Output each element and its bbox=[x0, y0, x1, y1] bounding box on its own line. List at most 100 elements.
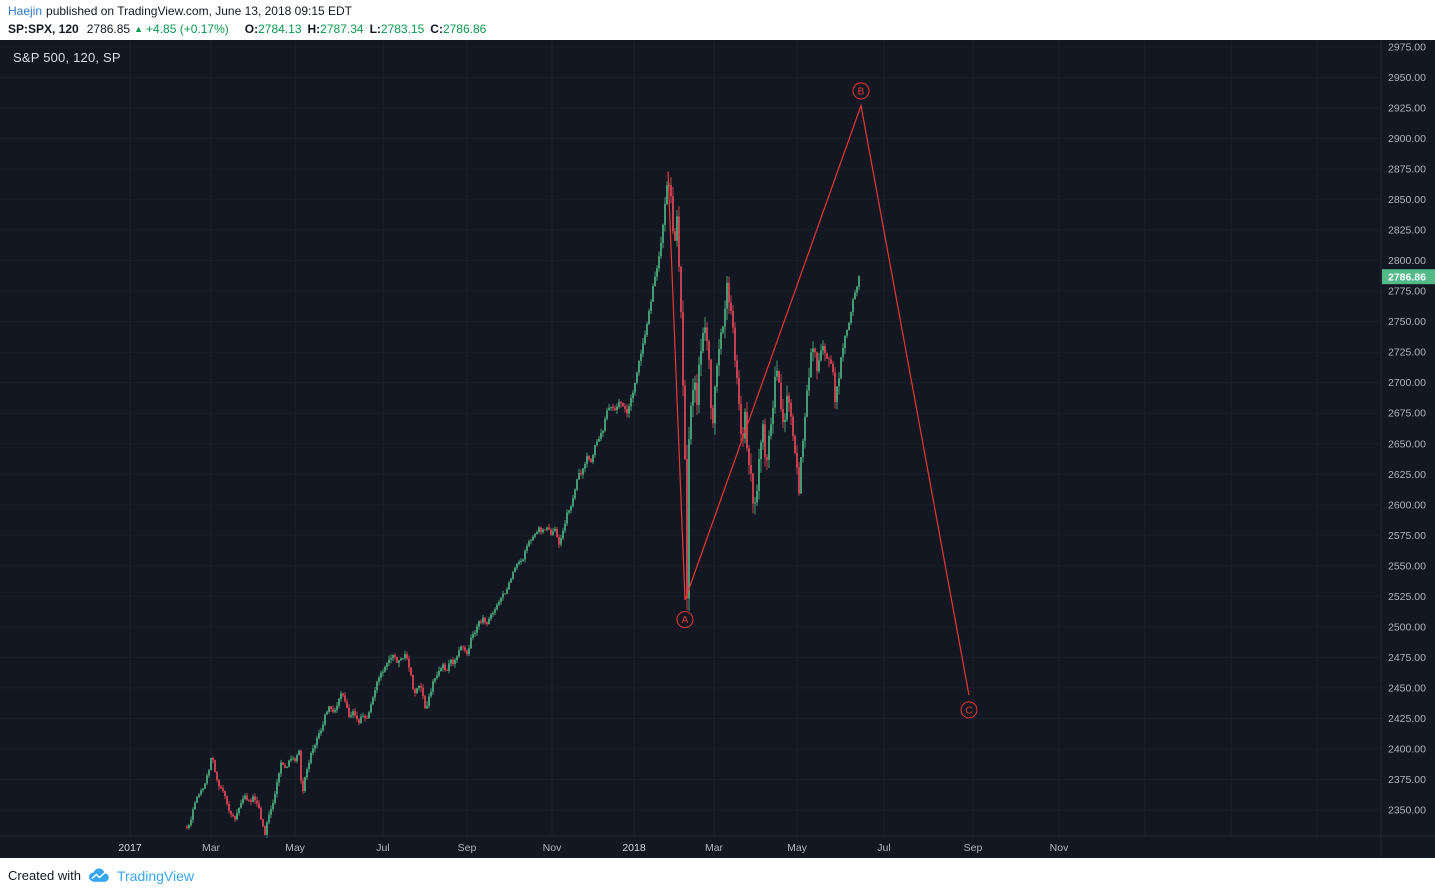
candle-body bbox=[652, 286, 654, 302]
candle-body bbox=[832, 363, 834, 373]
wave-label-circle-b[interactable] bbox=[852, 82, 870, 100]
candle-body bbox=[804, 416, 806, 441]
candle-body bbox=[404, 654, 406, 659]
time-scale[interactable]: 2017 Mar May Jul Sep Nov 2018 Mar May Jul Sep Nov bbox=[0, 835, 1435, 854]
candle-body bbox=[502, 593, 504, 598]
candle-body bbox=[730, 302, 732, 312]
candle-body bbox=[778, 370, 780, 383]
candle-body bbox=[476, 626, 478, 633]
candle-body bbox=[692, 390, 694, 406]
candle-body bbox=[616, 406, 618, 410]
candle-body bbox=[548, 527, 550, 530]
abc-annotation[interactable]: A B C bbox=[667, 82, 978, 719]
candle-body bbox=[566, 512, 568, 524]
candle-body bbox=[680, 266, 682, 312]
candle-body bbox=[228, 804, 230, 811]
price-tick-label: 2950.00 bbox=[1388, 72, 1426, 84]
candle-body bbox=[384, 666, 386, 672]
candle-body bbox=[792, 416, 794, 437]
candle-body bbox=[492, 613, 494, 615]
candle-body bbox=[316, 738, 318, 746]
candle-body bbox=[456, 656, 458, 660]
candle-body bbox=[542, 529, 544, 533]
candle-body bbox=[768, 435, 770, 460]
candle-body bbox=[840, 357, 842, 379]
candle-body bbox=[688, 439, 690, 599]
candle-body bbox=[286, 766, 288, 768]
close-value: 2786.86 bbox=[442, 22, 487, 36]
tradingview-brand-link[interactable]: TradingView bbox=[116, 867, 195, 884]
candle-body bbox=[734, 327, 736, 361]
candle-body bbox=[760, 442, 762, 459]
candle-body bbox=[732, 311, 734, 328]
candle-body bbox=[230, 810, 232, 815]
candle-body bbox=[364, 716, 366, 718]
high-label: H: bbox=[307, 22, 321, 36]
candle-body bbox=[614, 408, 616, 411]
candle-body bbox=[400, 658, 402, 661]
candle-body bbox=[710, 359, 712, 408]
candle-body bbox=[298, 750, 300, 756]
wave-label-circle-a[interactable] bbox=[676, 611, 694, 629]
candle-body bbox=[642, 343, 644, 354]
candle-body bbox=[620, 401, 622, 404]
candle-body bbox=[570, 506, 572, 511]
candle-body bbox=[240, 803, 242, 808]
candle-body bbox=[764, 424, 766, 457]
candle-body bbox=[636, 372, 638, 383]
candle-body bbox=[212, 757, 214, 760]
candle-body bbox=[322, 724, 324, 731]
candle-body bbox=[782, 409, 784, 422]
candle-body bbox=[392, 655, 394, 659]
candle-body bbox=[806, 390, 808, 417]
candle-body bbox=[662, 224, 664, 243]
candle-body bbox=[284, 765, 286, 769]
candle-body bbox=[766, 457, 768, 460]
price-tick-label: 2675.00 bbox=[1388, 408, 1426, 420]
chart-area[interactable]: A B C 2975.00 2950.00 2925.00 2900.00 2875.00 28… bbox=[0, 40, 1435, 858]
candlestick-chart[interactable]: A B C 2975.00 2950.00 2925.00 2900.00 2875.00 28… bbox=[0, 40, 1435, 858]
candle-body bbox=[574, 489, 576, 499]
candle-body bbox=[294, 758, 296, 762]
candle-body bbox=[390, 658, 392, 660]
candle-body bbox=[326, 711, 328, 715]
candle-body bbox=[378, 677, 380, 682]
candle-body bbox=[420, 685, 422, 688]
candle-body bbox=[634, 382, 636, 393]
candle-body bbox=[608, 407, 610, 411]
publish-info-row: Haejin published on TradingView.com, June… bbox=[8, 4, 1427, 19]
candle-body bbox=[216, 771, 218, 780]
tradingview-logo-icon[interactable] bbox=[88, 868, 110, 883]
candle-body bbox=[762, 424, 764, 443]
candle-body bbox=[218, 779, 220, 787]
candle-body bbox=[776, 370, 778, 377]
candle-body bbox=[672, 196, 674, 232]
candle-body bbox=[454, 660, 456, 664]
candle-body bbox=[696, 382, 698, 405]
price-tick-label: 2900.00 bbox=[1388, 133, 1426, 145]
candle-body bbox=[630, 398, 632, 407]
price-scale[interactable]: 2975.00 2950.00 2925.00 2900.00 2875.00 2850.… bbox=[1380, 40, 1435, 858]
candle-body bbox=[852, 299, 854, 313]
candle-body bbox=[304, 777, 306, 792]
candle-body bbox=[356, 715, 358, 720]
candle-body bbox=[480, 621, 482, 623]
candle-body bbox=[844, 335, 846, 349]
candle-body bbox=[194, 802, 196, 810]
candle-body bbox=[196, 796, 198, 803]
candle-body bbox=[522, 559, 524, 561]
candle-body bbox=[520, 561, 522, 562]
created-with-text: Created with bbox=[8, 868, 81, 883]
author-link[interactable]: Haejin bbox=[8, 4, 43, 18]
candle-body bbox=[466, 650, 468, 655]
candle-body bbox=[582, 468, 584, 475]
candle-body bbox=[224, 790, 226, 797]
candle-body bbox=[746, 411, 748, 449]
candle-body bbox=[558, 537, 560, 545]
abc-trendline[interactable] bbox=[667, 103, 970, 696]
price-tick-label: 2700.00 bbox=[1388, 377, 1426, 389]
wave-label-circle-c[interactable] bbox=[960, 701, 978, 719]
price-tick-label: 2575.00 bbox=[1388, 530, 1426, 542]
candle-body bbox=[600, 432, 602, 439]
